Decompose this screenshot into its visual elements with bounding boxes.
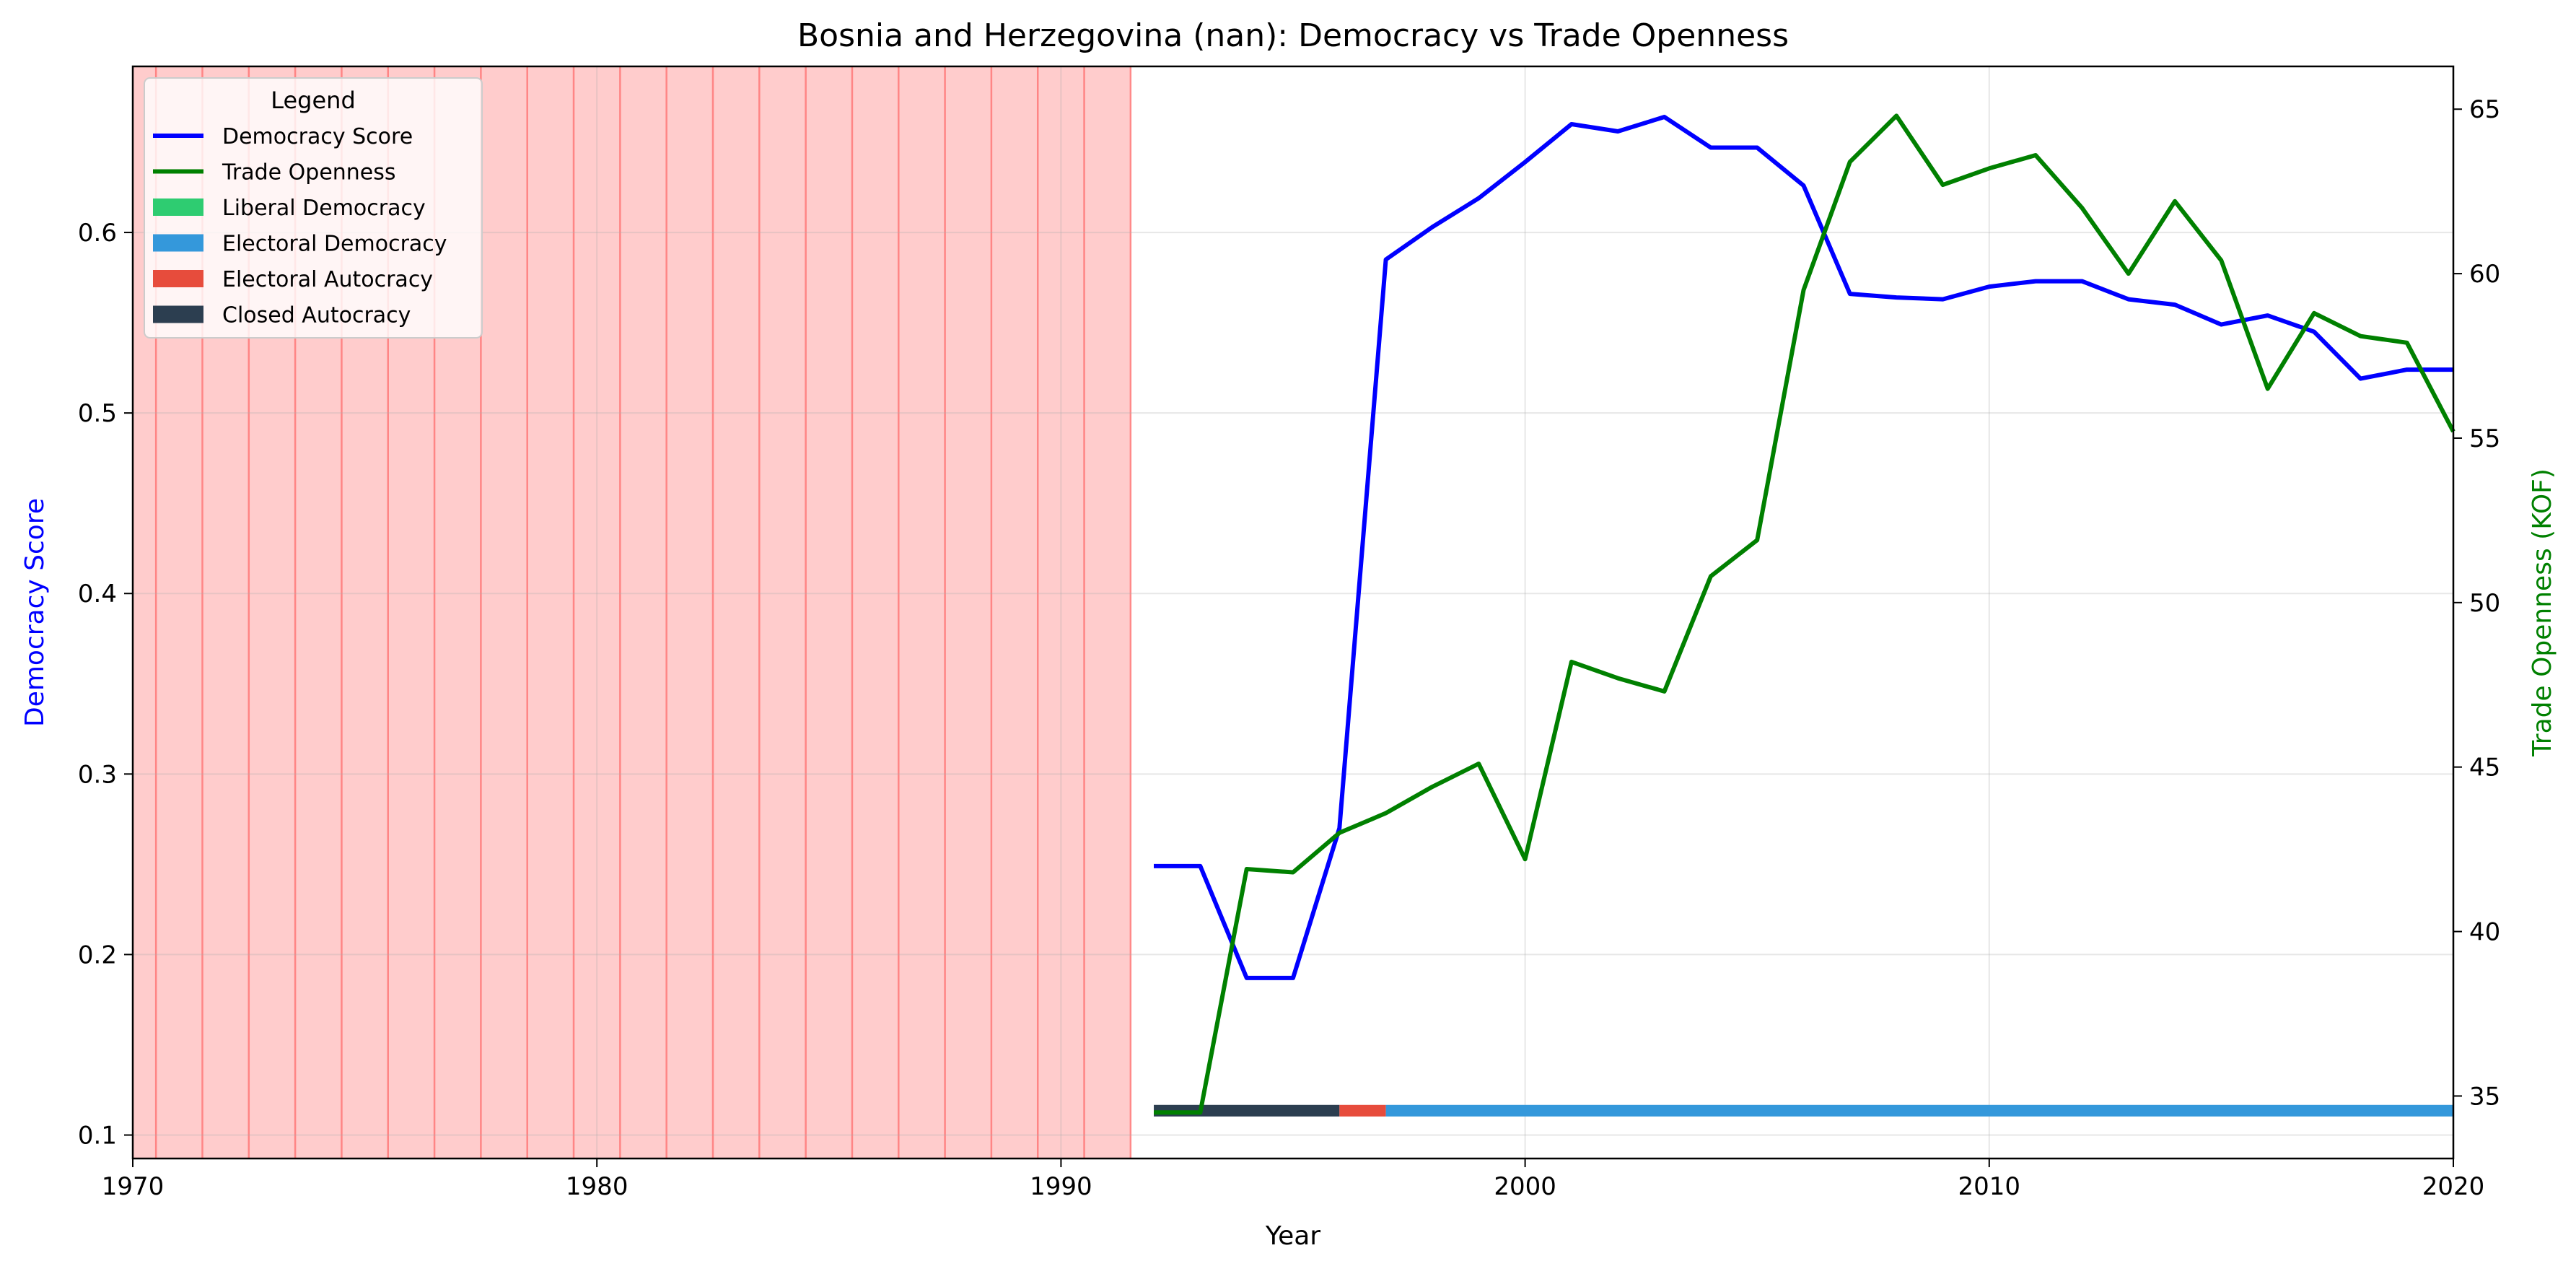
legend-swatch-5 — [153, 305, 203, 323]
y-right-tick-label-4: 55 — [2469, 424, 2500, 453]
series-line-trade — [1154, 113, 2455, 1115]
y-axis-right: 35 40 45 50 55 60 65 — [2453, 95, 2500, 1111]
y-axis-left: 0.1 0.2 0.3 0.4 0.5 0.6 — [78, 219, 133, 1150]
legend-swatch-2 — [153, 198, 203, 216]
legend-title: Legend — [271, 87, 356, 114]
y-right-tick-label-1: 40 — [2469, 918, 2500, 947]
y-right-tick-label-2: 45 — [2469, 754, 2500, 782]
legend-box — [144, 77, 483, 339]
legend-label-0: Democracy Score — [222, 124, 413, 149]
y-left-tick-label-2: 0.3 — [78, 760, 117, 789]
x-axis: 1970 1980 1990 2000 2010 2020 — [102, 1159, 2485, 1201]
legend-label-1: Trade Openness — [222, 160, 396, 186]
legend-label-5: Closed Autocracy — [222, 303, 411, 328]
legend-label-2: Liberal Democracy — [222, 196, 426, 221]
legend-swatch-4 — [153, 270, 203, 287]
y-right-tick-label-3: 50 — [2469, 589, 2500, 618]
x-tick-label-5: 2020 — [2422, 1172, 2485, 1201]
x-tick-label-3: 2000 — [1494, 1172, 1556, 1201]
x-tick-label-2: 1990 — [1030, 1172, 1092, 1201]
y-axis-left-title: Democracy Score — [20, 498, 50, 727]
plot-frame — [131, 65, 2455, 1160]
x-axis-title: Year — [1265, 1221, 1320, 1251]
y-left-tick-label-1: 0.2 — [78, 941, 117, 969]
y-left-tick-label-5: 0.6 — [78, 219, 117, 248]
legend-label-3: Electoral Democracy — [222, 232, 447, 257]
series-line-democracy — [1154, 115, 2453, 980]
y-axis-right-title: Trade Openness (KOF) — [2528, 468, 2557, 757]
y-right-tick-label-0: 35 — [2469, 1082, 2500, 1111]
y-left-tick-label-3: 0.4 — [78, 580, 117, 608]
y-right-tick-label-5: 60 — [2469, 260, 2500, 289]
chart-title: Bosnia and Herzegovina (nan): Democracy … — [797, 17, 1789, 54]
y-right-tick-label-6: 65 — [2469, 95, 2500, 124]
x-tick-label-4: 2010 — [1958, 1172, 2021, 1201]
legend-swatch-3 — [153, 234, 203, 252]
x-tick-label-0: 1970 — [102, 1172, 165, 1201]
y-left-tick-label-0: 0.1 — [78, 1121, 117, 1150]
y-left-tick-label-4: 0.5 — [78, 399, 117, 428]
legend-label-4: Electoral Autocracy — [222, 267, 433, 292]
legend: Legend Democracy Score Trade Openness Liber… — [144, 77, 483, 339]
x-tick-label-1: 1980 — [566, 1172, 628, 1201]
series-group — [1154, 113, 2455, 1115]
